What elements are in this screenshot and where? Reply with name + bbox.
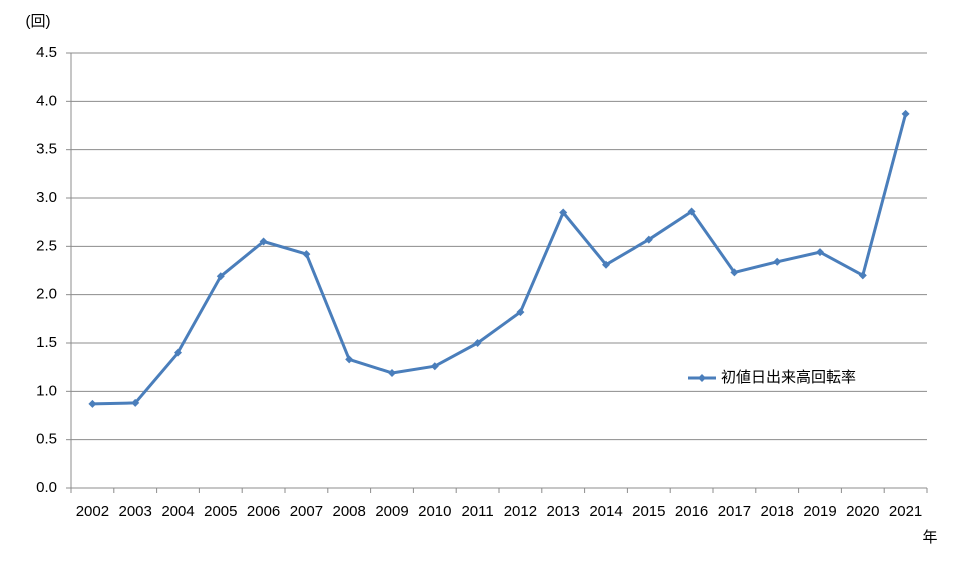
x-tick-label: 2006 [247, 503, 280, 520]
x-tick-label: 2013 [547, 503, 580, 520]
point-marker [816, 248, 824, 257]
point-marker [901, 109, 910, 118]
point-marker [174, 348, 182, 357]
point-marker [602, 260, 610, 269]
point-marker [773, 257, 782, 266]
x-axis-label: 年 [922, 529, 937, 546]
x-tick-label: 2009 [375, 503, 408, 520]
point-marker [644, 235, 653, 244]
legend-label: 初値日出来高回転率 [721, 369, 856, 386]
point-marker [345, 355, 354, 364]
series-line [92, 113, 908, 406]
x-tick-label: 2002 [76, 503, 109, 520]
point-marker [516, 308, 525, 317]
y-tick-label: 1.5 [36, 334, 57, 351]
x-tick-label: 2007 [290, 503, 323, 520]
x-tick-label: 2003 [119, 503, 152, 520]
y-tick-label: 4.5 [36, 44, 57, 61]
point-marker [302, 250, 311, 259]
x-tick-label: 2018 [761, 503, 794, 520]
x-tick-label: 2019 [803, 503, 836, 520]
x-tick-label: 2012 [504, 503, 537, 520]
point-marker [216, 272, 225, 281]
point-marker [88, 399, 97, 408]
point-marker [559, 208, 568, 217]
x-tick-label: 2011 [461, 503, 493, 520]
x-tick-label: 2015 [632, 503, 665, 520]
legend-marker [698, 374, 706, 382]
y-tick-label: 2.5 [36, 237, 57, 254]
x-tick-label: 2005 [204, 503, 237, 520]
y-tick-label: 0.0 [36, 479, 57, 496]
point-marker [473, 339, 482, 347]
y-tick-label: 2.0 [36, 286, 57, 303]
x-tick-label: 2016 [675, 503, 708, 520]
x-tick-label: 2014 [589, 503, 622, 520]
y-axis-label: (回) [26, 13, 51, 30]
y-tick-label: 0.5 [36, 431, 57, 448]
y-tick-label: 4.0 [36, 92, 57, 109]
x-tick-label: 2017 [718, 503, 751, 520]
x-tick-label: 2004 [161, 503, 194, 520]
point-marker [259, 237, 268, 246]
point-marker [687, 207, 696, 216]
x-tick-label: 2010 [418, 503, 451, 520]
point-marker [388, 368, 396, 377]
y-tick-label: 3.5 [36, 141, 57, 158]
x-tick-label: 2008 [333, 503, 366, 520]
y-tick-label: 3.0 [36, 189, 57, 206]
point-marker [858, 271, 867, 280]
point-marker [730, 268, 739, 277]
point-marker [131, 398, 140, 407]
y-tick-label: 1.0 [36, 382, 57, 399]
x-tick-label: 2021 [889, 503, 922, 520]
x-tick-label: 2020 [846, 503, 879, 520]
point-marker [430, 362, 439, 371]
